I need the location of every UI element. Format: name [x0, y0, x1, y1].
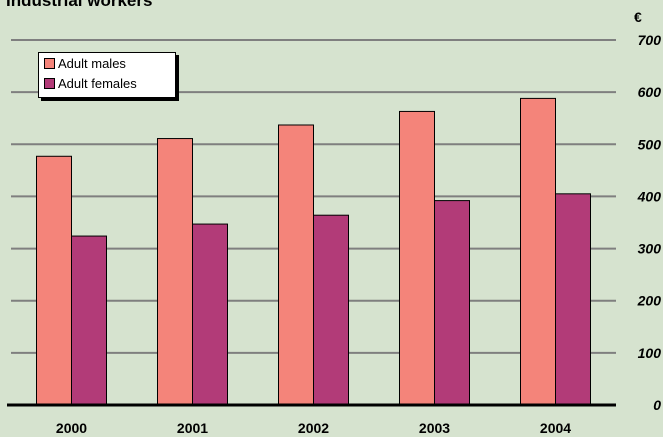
legend-label-females: Adult females: [58, 76, 137, 91]
x-tick-label: 2003: [419, 420, 450, 436]
x-tick-label: 2001: [177, 420, 208, 436]
bars: [36, 97, 591, 406]
bar-males-2001: [157, 138, 193, 406]
y-tick-label: 400: [637, 188, 662, 204]
bar-males-2000: [36, 155, 72, 406]
legend-item-males: Adult males: [44, 56, 126, 71]
x-tick-label: 2004: [540, 420, 571, 436]
y-tick-label: 200: [637, 293, 662, 309]
y-axis-unit: €: [634, 9, 642, 25]
bar-males-2003: [399, 110, 435, 406]
bar-females-2002: [313, 214, 349, 406]
legend-label-males: Adult males: [58, 56, 126, 71]
bar-females-2001: [192, 223, 228, 406]
bar-males-2004: [520, 97, 556, 406]
y-tick-label: 600: [638, 84, 662, 100]
bar-males-2002: [278, 124, 314, 406]
y-tick-label: 500: [638, 136, 662, 152]
legend: Adult males Adult females: [38, 52, 176, 98]
y-tick-label: 300: [638, 241, 662, 257]
axes: 0 100 200 300 400 500 600 700 2000 2001 2002 2003 20…: [7, 32, 661, 436]
y-tick-label: 700: [638, 32, 662, 48]
legend-swatch-females: [44, 78, 55, 89]
bar-females-2000: [71, 235, 107, 406]
x-tick-label: 2000: [56, 420, 87, 436]
y-tick-label: 100: [638, 345, 662, 361]
bar-females-2003: [434, 200, 470, 406]
y-tick-label: 0: [653, 397, 661, 413]
bar-females-2004: [555, 193, 591, 406]
x-tick-label: 2002: [298, 420, 329, 436]
chart-title: Industrial workers: [6, 0, 153, 10]
legend-item-females: Adult females: [44, 76, 137, 91]
legend-swatch-males: [44, 58, 55, 69]
